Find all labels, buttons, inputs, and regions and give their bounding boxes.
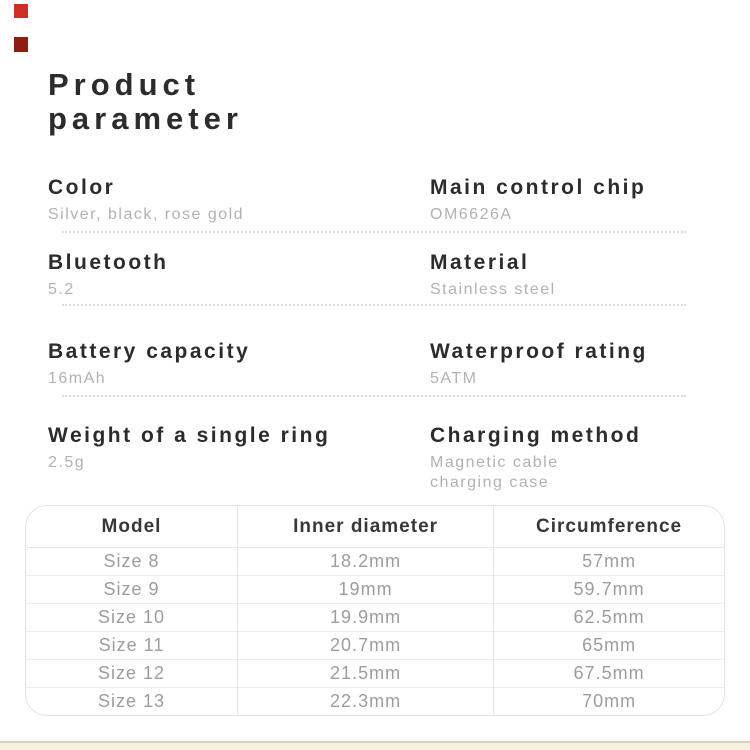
spec-item-ring-weight: Weight of a single ring 2.5g [48,424,330,473]
spec-value: OM6626A [430,206,513,223]
spec-item-battery-capacity: Battery capacity 16mAh [48,340,250,389]
cell-inner-diameter: 20.7mm [236,631,494,660]
page-title-line-1: Product [48,67,201,102]
spec-value: 5.2 [48,281,75,298]
red-corner-mark-2 [14,37,28,52]
cell-circumference: 67.5mm [493,659,724,688]
size-table: Model Inner diameter Circumference Size … [26,506,724,715]
table-row: Size 9 19mm 59.7mm [26,575,724,604]
spec-label: Waterproof rating [430,340,648,363]
cell-model: Size 12 [26,659,238,688]
footer-accent-bar [0,741,750,750]
table-row: Size 13 22.3mm 70mm [26,687,724,715]
spec-label: Weight of a single ring [48,424,331,447]
spec-value: Magnetic cable charging case [430,454,559,491]
spec-item-main-control-chip: Main control chip OM6626A [430,176,646,225]
cell-inner-diameter: 18.2mm [236,547,494,576]
table-row: Size 11 20.7mm 65mm [26,631,724,660]
cell-circumference: 70mm [493,687,724,715]
table-row: Size 8 18.2mm 57mm [26,547,724,576]
spec-label: Color [48,176,116,199]
header-cell-model: Model [101,515,162,537]
red-corner-mark-1 [14,4,28,18]
dotted-divider [62,231,686,233]
cell-model: Size 8 [26,547,238,576]
cell-inner-diameter: 22.3mm [236,687,494,715]
spec-item-color: Color Silver, black, rose gold [48,176,244,225]
cell-model: Size 10 [26,603,238,632]
spec-value: Silver, black, rose gold [48,206,245,223]
spec-value: 16mAh [48,370,107,387]
cell-model: Size 9 [26,575,238,604]
spec-value: Stainless steel [430,281,556,298]
size-table-header-row: Model Inner diameter Circumference [26,506,724,548]
spec-label: Charging method [430,424,642,447]
cell-circumference: 62.5mm [493,603,724,632]
table-row: Size 12 21.5mm 67.5mm [26,659,724,688]
spec-label: Bluetooth [48,251,169,274]
spec-label: Material [430,251,530,274]
spec-item-waterproof-rating: Waterproof rating 5ATM [430,340,648,389]
cell-circumference: 57mm [493,547,724,576]
spec-item-bluetooth: Bluetooth 5.2 [48,251,168,300]
spec-value: 5ATM [430,370,478,387]
cell-model: Size 13 [26,687,238,715]
dotted-divider [62,395,686,397]
spec-label: Main control chip [430,176,647,199]
cell-circumference: 65mm [493,631,724,660]
header-cell-inner-diameter: Inner diameter [236,506,494,548]
header-cell-circumference: Circumference [493,506,724,548]
page-title-line-2: parameter [48,101,243,136]
cell-circumference: 59.7mm [493,575,724,604]
spec-item-material: Material Stainless steel [430,251,556,300]
cell-inner-diameter: 19mm [236,575,494,604]
cell-model: Size 11 [26,631,238,660]
page-title: Product parameter [48,68,243,136]
dotted-divider [62,304,686,306]
table-row: Size 10 19.9mm 62.5mm [26,603,724,632]
spec-value: 2.5g [48,454,86,471]
spec-item-charging-method: Charging method Magnetic cable charging … [430,424,641,493]
cell-inner-diameter: 19.9mm [236,603,494,632]
cell-inner-diameter: 21.5mm [236,659,494,688]
size-table-container: Model Inner diameter Circumference Size … [25,505,725,716]
spec-label: Battery capacity [48,340,251,363]
